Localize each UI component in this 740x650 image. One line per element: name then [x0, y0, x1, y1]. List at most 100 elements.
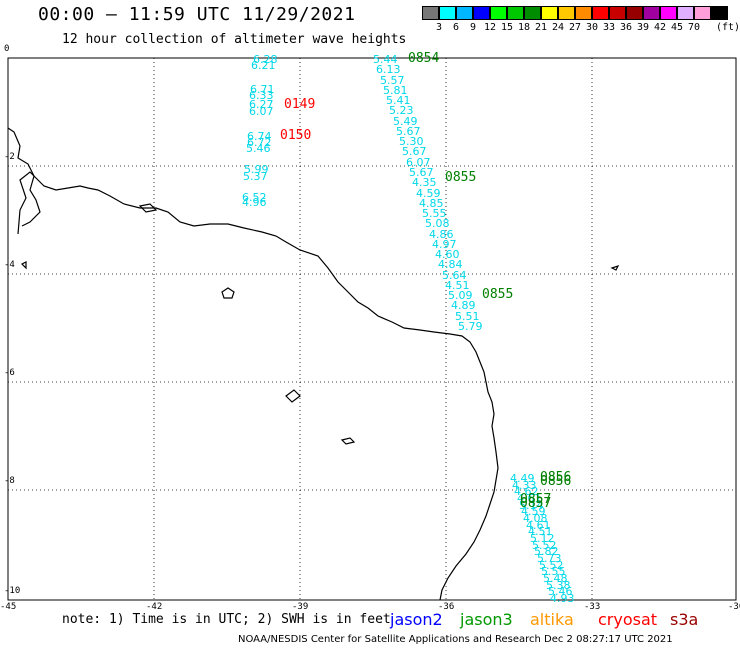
legend-jason3: jason3	[460, 610, 513, 629]
colorbar-swatch	[592, 6, 609, 20]
wave-height-label: 6.21	[251, 59, 276, 72]
colorbar-label: 45	[670, 22, 684, 33]
island-1	[221, 287, 235, 299]
wave-height-label: 5.67	[402, 145, 427, 158]
wave-height-label: 6.13	[376, 63, 401, 76]
wave-height-label: 4.33	[512, 479, 537, 492]
legend-s3a: s3a	[670, 610, 699, 629]
wave-height-label: 5.64	[442, 269, 467, 282]
colorbar-swatch	[558, 6, 575, 20]
colorbar-label: 6	[452, 22, 460, 33]
wave-height-label: 5.82	[534, 545, 559, 558]
colorbar-swatch	[626, 6, 643, 20]
wave-height-label: 6.52	[242, 191, 267, 204]
wave-height-label: 5.52	[539, 559, 564, 572]
colorbar-swatch	[524, 6, 541, 20]
wave-height-label: 5.55	[541, 565, 566, 578]
wave-height-label: 5.99	[244, 163, 269, 176]
pass-time-label: 0857	[520, 492, 552, 507]
x-tick-label: -45	[0, 602, 17, 612]
wave-height-label: 5.81	[383, 84, 408, 97]
colorbar-swatch	[575, 6, 592, 20]
colorbar-label: 21	[534, 22, 548, 33]
wave-height-label: 5.57	[380, 74, 405, 87]
map-subtitle: 12 hour collection of altimeter wave hei…	[62, 32, 407, 47]
colorbar-label: 3	[435, 22, 443, 33]
wave-height-label: 5.14	[519, 499, 544, 512]
colorbar-label: 39	[636, 22, 650, 33]
wave-height-label: 4.85	[419, 197, 444, 210]
map-title: 00:00 — 11:59 UTC 11/29/2021	[38, 4, 356, 25]
wave-height-label: 5.73	[537, 552, 562, 565]
wave-height-label: 5.67	[396, 125, 421, 138]
pass-time-label: 0149	[284, 97, 316, 112]
coastline-north	[7, 127, 41, 227]
wave-height-label: 4.49	[510, 472, 535, 485]
wave-height-label: 4.35	[412, 176, 437, 189]
island-3	[340, 437, 356, 445]
colorbar-label: 42	[653, 22, 667, 33]
wave-height-label: 4.96	[242, 196, 267, 209]
pass-time-label: 0856	[540, 470, 572, 485]
x-tick-label: -36	[438, 602, 455, 612]
colorbar-swatch	[643, 6, 660, 20]
colorbar-label: 70	[687, 22, 701, 33]
wave-height-label: 5.30	[399, 135, 424, 148]
wave-height-label: 5.44	[373, 53, 398, 66]
wave-height-label: 5.52	[532, 539, 557, 552]
coastline	[17, 171, 499, 601]
island-5	[138, 203, 158, 213]
wave-height-label: 6.72	[247, 136, 272, 149]
wave-height-label: 5.46	[548, 585, 573, 598]
wave-height-label: 5.48	[543, 572, 568, 585]
wave-height-label: 6.28	[253, 53, 278, 66]
colorbar-label: 18	[517, 22, 531, 33]
wave-height-label: 5.37	[243, 170, 268, 183]
y-tick-label: -4	[4, 260, 15, 270]
wave-height-label: 4.62	[514, 485, 539, 498]
wave-height-label: 6.07	[406, 156, 431, 169]
island-2	[285, 389, 301, 403]
wave-height-label: 6.71	[250, 83, 275, 96]
wave-height-label: 5.38	[546, 579, 571, 592]
wave-height-label: 4.59	[521, 505, 546, 518]
colorbar-swatch	[507, 6, 524, 20]
wave-height-label: 4.61	[517, 492, 542, 505]
wave-height-label: 5.08	[425, 217, 450, 230]
pass-time-label: 0855	[445, 170, 477, 185]
wave-height-label: 5.12	[530, 532, 555, 545]
colorbar-swatch	[456, 6, 473, 20]
wave-height-label: 6.27	[249, 98, 274, 111]
colorbar-label: 12	[483, 22, 497, 33]
y-tick-label: 0	[4, 44, 10, 54]
y-tick-label: -10	[4, 586, 21, 596]
colorbar-swatch	[677, 6, 694, 20]
colorbar-label: 30	[585, 22, 599, 33]
wave-height-label: 5.67	[409, 166, 434, 179]
colorbar-swatch	[439, 6, 456, 20]
x-tick-label: -39	[292, 602, 309, 612]
wave-height-label: 4.84	[438, 258, 463, 271]
island-6	[20, 261, 27, 270]
wave-height-label: 4.93	[550, 592, 575, 605]
colorbar-swatch	[422, 6, 439, 20]
colorbar-label: 33	[602, 22, 616, 33]
legend-jason2: jason2	[390, 610, 443, 629]
legend-cryosat: cryosat	[598, 610, 658, 629]
colorbar-label: 15	[500, 22, 514, 33]
wave-height-label: 5.46	[246, 142, 271, 155]
wave-height-label: 5.23	[389, 104, 414, 117]
pass-time-label: 0855	[482, 287, 514, 302]
pass-time-label: 0854	[408, 51, 440, 66]
x-tick-label: -42	[146, 602, 163, 612]
wave-height-label: 5.09	[448, 289, 473, 302]
map-frame	[7, 57, 737, 601]
pass-time-label: 0856	[540, 474, 572, 489]
colorbar-swatch	[694, 6, 711, 20]
wave-height-label: 6.07	[249, 105, 274, 118]
wave-height-label: 4.61	[526, 519, 551, 532]
legend-altika: altika	[530, 610, 574, 629]
wave-height-label: 5.51	[455, 310, 480, 323]
note-text: note: 1) Time is in UTC; 2) SWH is in fe…	[62, 612, 391, 627]
